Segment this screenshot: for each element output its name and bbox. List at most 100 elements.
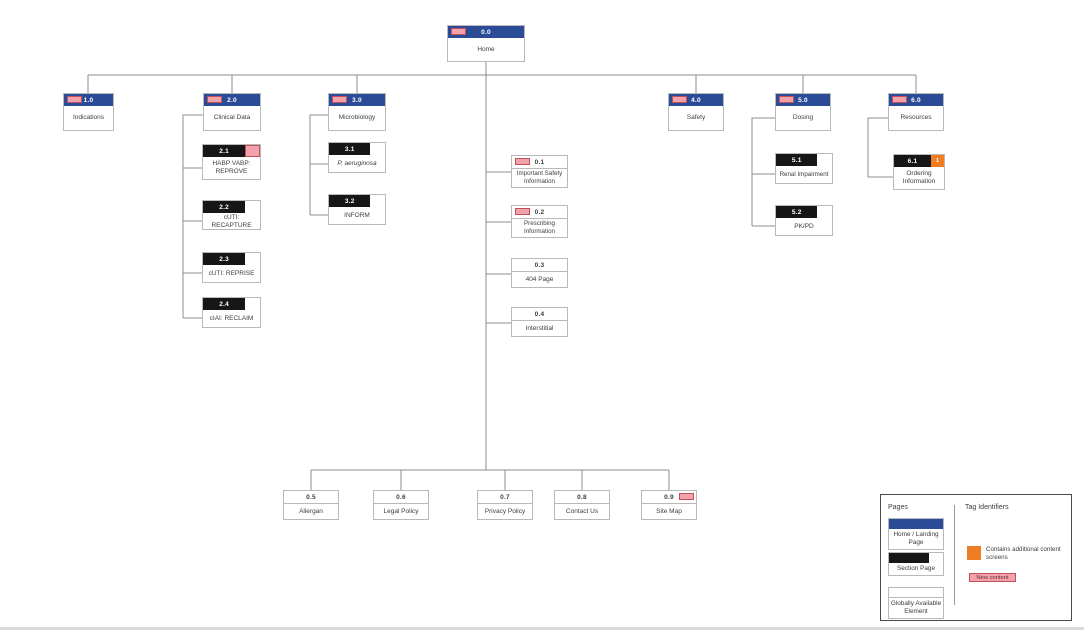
node-ordering-information: 6.1 1 Ordering Information [893, 154, 945, 190]
node-header: 2.4 [203, 298, 260, 310]
node-number: 3.2 [344, 197, 355, 205]
node-label: Allergan [299, 507, 323, 515]
node-header: 0.4 [512, 308, 567, 321]
node-label: Legal Policy [383, 507, 419, 515]
node-privacy-policy: 0.7 Privacy Policy [477, 490, 533, 520]
node-label: Important Safety Information [516, 170, 563, 185]
new-content-tag [207, 96, 222, 103]
legend-global-item: Globally Available Element [888, 587, 944, 619]
node-indications-header: 1.0 [64, 94, 113, 106]
node-label: Privacy Policy [484, 507, 526, 515]
node-number: 0.6 [396, 493, 406, 501]
node-number: 0.8 [577, 493, 587, 501]
node-pkpd: 5.2 PK/PD [775, 205, 833, 236]
page-edge [0, 627, 1084, 630]
node-number: 0.9 [664, 493, 674, 501]
node-label: Interstitial [525, 324, 554, 332]
node-prescribing-information: 0.2 Prescribing Information [511, 205, 568, 238]
node-p-aeruginosa: 3.1 P. aeruginosa [328, 142, 386, 173]
additional-content-tag: 1 [931, 155, 944, 167]
node-number: 0.0 [481, 28, 491, 36]
node-label: cUTI: REPRISE [208, 269, 255, 277]
node-number: 6.1 [907, 157, 918, 165]
node-label: Safety [686, 114, 706, 121]
node-label: Microbiology [338, 114, 376, 121]
node-number: 5.1 [791, 156, 802, 164]
node-header: 2.2 [203, 201, 260, 213]
legend-additional-content-label: Contains additional content screens [986, 546, 1061, 561]
node-number: 2.3 [219, 255, 229, 263]
node-inform: 3.2 INFORM [328, 194, 386, 225]
node-header: 3.1 [329, 143, 385, 155]
node-ciai-reclaim: 2.4 cIAI: RECLAIM [202, 297, 261, 328]
new-content-tag [515, 208, 530, 215]
node-number: 2.1 [219, 147, 229, 155]
node-label: PK/PD [794, 222, 814, 230]
node-header: 0.6 [374, 491, 428, 504]
legend-global-label: Globally Available Element [890, 600, 942, 615]
legend: Pages Tag Identifiers Home / Landing Pag… [880, 494, 1072, 621]
new-content-tag [672, 96, 687, 103]
node-label: cUTI: RECAPTURE [211, 214, 252, 229]
node-label: Dosing [792, 114, 814, 121]
node-label: Clinical Data [213, 114, 251, 121]
node-label: cIAI: RECLAIM [209, 314, 254, 322]
node-number: 6.0 [911, 96, 921, 104]
legend-tag-identifiers-title: Tag Identifiers [965, 504, 1009, 511]
node-dosing-header: 5.0 [776, 94, 830, 106]
node-safety: 4.0 Safety [668, 93, 724, 131]
node-label: P. aeruginosa [337, 159, 377, 167]
node-allergan: 0.5 Allergan [283, 490, 339, 520]
legend-section-item: Section Page [888, 552, 944, 576]
new-content-tag [332, 96, 347, 103]
node-resources-header: 6.0 [889, 94, 943, 106]
node-header: 0.1 [512, 156, 567, 169]
node-habp-vabp-reprove: 2.1 HABP VABP: REPROVE [202, 144, 261, 180]
node-legal-policy: 0.6 Legal Policy [373, 490, 429, 520]
node-header: 0.5 [284, 491, 338, 504]
node-number: 2.4 [219, 300, 229, 308]
node-label: Renal Impairment [779, 170, 829, 178]
node-header: 0.2 [512, 206, 567, 219]
new-content-tag [779, 96, 794, 103]
node-microbiology-header: 3.0 [329, 94, 385, 106]
node-microbiology: 3.0 Microbiology [328, 93, 386, 131]
node-number: 5.2 [791, 208, 802, 216]
node-cuti-recapture: 2.2 cUTI: RECAPTURE [202, 200, 261, 230]
node-label: Indications [72, 114, 105, 121]
node-404-page: 0.3 404 Page [511, 258, 568, 288]
node-label: INFORM [344, 211, 370, 219]
node-interstitial: 0.4 Interstitial [511, 307, 568, 337]
node-header: 0.7 [478, 491, 532, 504]
node-header: 2.3 [203, 253, 260, 265]
node-label: Contact Us [565, 507, 599, 515]
global-element-swatch [889, 588, 943, 598]
section-page-swatch [889, 553, 929, 563]
node-number: 3.1 [344, 145, 355, 153]
node-number: 0.3 [534, 261, 545, 269]
node-home: 0.0 Home [447, 25, 525, 62]
node-renal-impairment: 5.1 Renal Impairment [775, 153, 833, 184]
node-site-map: 0.9 Site Map [641, 490, 697, 520]
new-content-tag [892, 96, 907, 103]
node-home-header: 0.0 [448, 26, 524, 38]
node-header: 0.9 [642, 491, 696, 504]
node-label: Resources [900, 114, 932, 121]
node-label: Site Map [656, 507, 682, 515]
node-header: 0.8 [555, 491, 609, 504]
node-contact-us: 0.8 Contact Us [554, 490, 610, 520]
node-resources: 6.0 Resources [888, 93, 944, 131]
node-number: 1.0 [83, 96, 94, 104]
legend-section-label: Section Page [896, 565, 936, 572]
node-label: HABP VABP: REPROVE [212, 160, 251, 175]
new-content-tag [451, 28, 466, 35]
node-header: 6.1 1 [894, 155, 944, 167]
node-cuti-reprise: 2.3 cUTI: REPRISE [202, 252, 261, 283]
node-dosing: 5.0 Dosing [775, 93, 831, 131]
node-label: Ordering Information [902, 170, 936, 185]
node-header: 5.2 [776, 206, 832, 218]
node-important-safety-information: 0.1 Important Safety Information [511, 155, 568, 188]
node-header: 5.1 [776, 154, 832, 166]
